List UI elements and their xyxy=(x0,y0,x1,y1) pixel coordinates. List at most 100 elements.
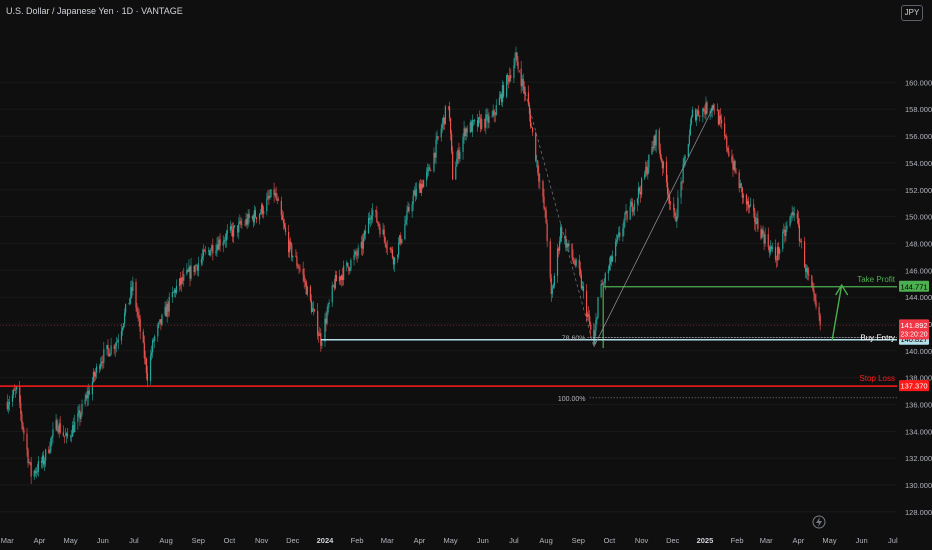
candle-body xyxy=(120,330,123,341)
candle-body xyxy=(29,462,31,463)
candle-body xyxy=(109,354,111,357)
candle-body xyxy=(646,166,648,175)
candle-body xyxy=(269,197,271,198)
candle-body xyxy=(464,128,466,136)
candle-body xyxy=(435,139,437,158)
candle-body xyxy=(371,215,373,220)
candle-body xyxy=(644,173,646,179)
candle-body xyxy=(760,229,762,239)
candle-body xyxy=(88,390,90,395)
candle-body xyxy=(16,386,18,390)
candle-body xyxy=(618,232,620,236)
x-tick-label: May xyxy=(822,536,836,545)
candle-body xyxy=(149,355,152,381)
candle-body xyxy=(610,256,613,262)
candle-body xyxy=(648,154,650,168)
candle-body xyxy=(211,245,213,251)
candle-body xyxy=(187,269,189,272)
candle-body xyxy=(174,289,177,293)
candle-body xyxy=(143,342,145,359)
candle-body xyxy=(444,106,446,125)
candle-body xyxy=(494,114,496,116)
candle-body xyxy=(585,290,588,317)
candle-body xyxy=(150,352,153,356)
candle-body xyxy=(350,259,352,270)
candle-body xyxy=(418,183,421,189)
candle-body xyxy=(470,122,472,132)
candle-body xyxy=(699,115,701,118)
candle-body xyxy=(291,244,293,258)
candle-body xyxy=(808,274,810,276)
candle-body xyxy=(476,120,479,127)
candle-body xyxy=(495,105,497,115)
candle-body xyxy=(397,254,399,258)
x-tick-label: Feb xyxy=(351,536,364,545)
candle-body xyxy=(542,181,544,197)
candle-body xyxy=(437,136,439,138)
y-tick-label: 148.000 xyxy=(905,239,932,248)
candle-body xyxy=(281,215,283,220)
candle-body xyxy=(52,429,54,437)
candle-body xyxy=(595,319,597,331)
candle-body xyxy=(774,247,777,260)
candle-body xyxy=(578,259,580,269)
candle-body xyxy=(815,300,817,307)
candle-body xyxy=(180,278,182,285)
candle-body xyxy=(63,435,65,437)
candle-body xyxy=(456,158,458,167)
candle-body xyxy=(303,274,305,281)
candle-body xyxy=(676,216,678,222)
candle-body xyxy=(164,306,166,315)
candle-body xyxy=(114,346,116,350)
candle-body xyxy=(91,381,93,395)
candle-body xyxy=(543,196,545,209)
candle-body xyxy=(183,274,185,281)
candle-body xyxy=(626,211,628,220)
candle-body xyxy=(814,294,816,301)
candle-body xyxy=(393,257,396,265)
candle-body xyxy=(268,195,270,198)
candle-body xyxy=(27,449,29,463)
candle-body xyxy=(611,256,614,262)
candle-body xyxy=(529,114,532,127)
candle-body xyxy=(414,190,416,197)
candle-body xyxy=(731,156,733,162)
candle-body xyxy=(273,189,275,196)
candle-body xyxy=(274,192,276,196)
candle-body xyxy=(798,224,801,242)
candle-body xyxy=(673,203,675,211)
candle-body xyxy=(658,130,660,150)
y-tick-label: 158.000 xyxy=(905,105,932,114)
candle-body xyxy=(334,275,336,289)
candle-body xyxy=(364,230,367,234)
candle-body xyxy=(407,206,409,211)
y-tick-label: 136.000 xyxy=(905,401,932,410)
candle-body xyxy=(224,240,226,242)
candle-body xyxy=(783,229,785,232)
candle-body xyxy=(473,120,476,122)
lightning-icon[interactable] xyxy=(812,515,826,529)
candle-body xyxy=(762,229,764,235)
candle-body xyxy=(404,223,406,240)
candle-body xyxy=(51,436,53,439)
x-tick-label: 2025 xyxy=(697,536,714,545)
candle-body xyxy=(44,460,46,465)
candle-body xyxy=(704,110,706,115)
candle-body xyxy=(40,461,43,463)
candle-body xyxy=(95,366,98,373)
x-tick-label: Apr xyxy=(414,536,426,545)
candle-body xyxy=(603,282,605,284)
candle-body xyxy=(85,395,87,400)
candle-body xyxy=(288,231,290,253)
candle-body xyxy=(296,256,298,266)
candle-body xyxy=(248,213,250,219)
candle-body xyxy=(313,309,316,312)
currency-button[interactable]: JPY xyxy=(901,5,923,21)
candle-body xyxy=(616,239,618,242)
candle-body xyxy=(376,211,378,223)
candle-body xyxy=(218,239,220,250)
candle-body xyxy=(421,183,424,188)
support-tag: 140.827 xyxy=(900,335,927,344)
candle-body xyxy=(711,105,713,111)
